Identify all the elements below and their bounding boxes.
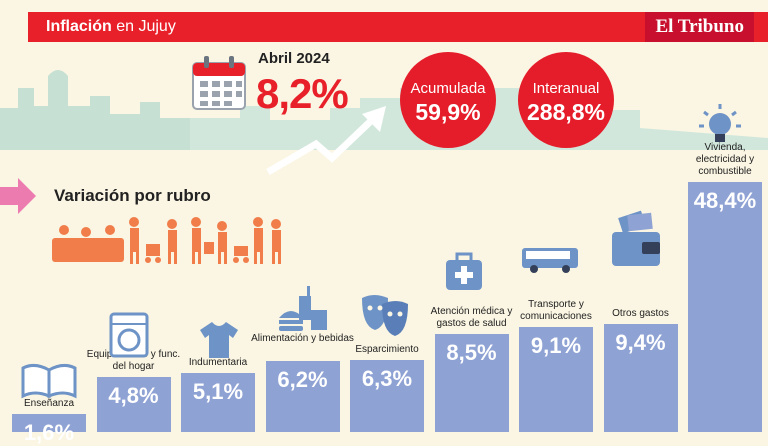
bar-4 [265,360,340,432]
theater-masks-icon [362,295,408,336]
pointer-arrow-icon [0,178,36,214]
bar-value-label: 9,1% [530,333,582,359]
bus-icon [522,248,578,273]
bar-value-label: 8,5% [446,340,497,366]
brand-logo: El Tribuno [645,12,754,42]
bar-8 [603,324,678,432]
shoppers-illustration [52,217,281,264]
bar-value-label: 1,6% [23,419,75,445]
bar-value-label: 6,3% [361,365,413,391]
category-label: Indumentaria [188,357,248,369]
bar-7 [519,327,593,432]
category-label: Otros gastos [612,308,669,319]
accumulated-label: Acumulada [410,80,486,97]
trend-arrow-icon [266,106,386,176]
category-label: Transporte y comunicaciones [520,299,592,323]
bar-2 [96,376,171,432]
bar-9 [688,182,762,432]
food-icon [279,286,327,331]
interannual-value: 288,8% [526,99,605,125]
medical-kit-icon [446,252,482,290]
monthly-inflation-value: 8,2% [256,70,349,117]
interannual-badge: Interanual 288,8% [518,52,614,148]
bar-value-label: 48,4% [693,188,757,213]
title-banner: Inflación en Jujuy El Tribuno [28,12,768,42]
category-label: Enseñanza [23,397,75,409]
bar-value-label: 6,2% [277,366,328,392]
bar-1 [12,413,86,432]
washing-machine-icon [109,312,149,358]
shirt-icon [200,322,238,358]
lightbulb-icon [699,104,741,142]
category-label: Atención médica y gastos de salud [430,306,513,330]
bar-5 [350,359,424,432]
category-label: Alimentación y bebidas [251,332,354,344]
period-label: Abril 2024 [258,50,330,67]
interannual-label: Interanual [532,80,600,97]
category-label: Esparcimiento [355,343,419,355]
bar-value-label: 5,1% [192,379,244,405]
bar-3 [181,373,255,432]
calendar-icon [192,56,246,110]
bar-6 [434,334,509,432]
category-label: Vivienda, electricidad y combustible [695,142,755,177]
accumulated-badge: Acumulada 59,9% [400,52,496,148]
bar-value-label: 4,8% [108,382,159,408]
section-title: Variación por rubro [54,186,211,205]
wallet-icon [612,210,660,266]
page-title: Inflación en Jujuy [46,18,176,35]
bar-value-label: 9,4% [615,330,666,355]
book-icon [21,363,77,399]
accumulated-value: 59,9% [415,99,481,125]
